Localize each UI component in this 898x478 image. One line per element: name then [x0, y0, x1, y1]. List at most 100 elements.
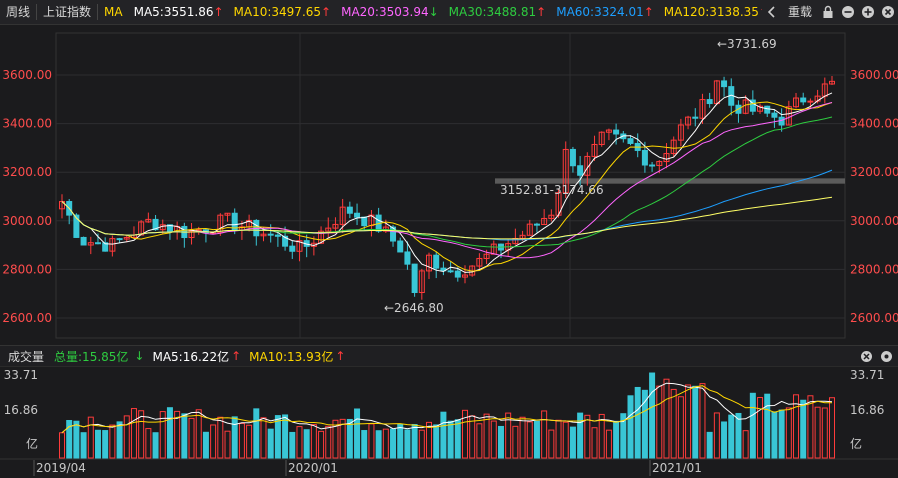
candle-body [526, 223, 533, 236]
volume-bar [512, 425, 519, 459]
date-label: 2021/01 [652, 461, 702, 475]
candle-body [296, 240, 303, 252]
volume-bar [598, 413, 605, 459]
candle-body [577, 165, 584, 176]
volume-bar [591, 427, 598, 459]
volume-bar [541, 410, 548, 459]
volume-bar [253, 408, 260, 459]
volume-bar [274, 415, 281, 459]
toolbar: 周线 上证指数 MA MA5:3551.86↑ MA10:3497.65↑ MA20… [0, 0, 898, 25]
volume-bar [382, 428, 389, 459]
candle-body [447, 270, 454, 273]
price-tick-label-left: 3400.00 [2, 117, 52, 131]
volume-bar [454, 419, 461, 459]
volume-bar [152, 432, 159, 459]
volume-bar [526, 421, 533, 459]
candle-body [418, 270, 425, 294]
candle-body [641, 149, 648, 166]
volume-ma10: MA10:13.93亿 [249, 349, 334, 364]
lock-icon[interactable] [820, 4, 836, 20]
price-tick-label-right: 3200.00 [850, 165, 898, 179]
chevron-left-icon[interactable] [764, 4, 780, 20]
candle-body [483, 253, 490, 259]
volume-total: 总量:15.85亿 [54, 349, 129, 364]
candle-body [260, 233, 267, 237]
volume-bar [490, 420, 497, 459]
volume-bar [231, 416, 238, 459]
volume-bar [749, 392, 756, 459]
candle-body [274, 234, 281, 237]
volume-bar [555, 419, 562, 459]
candle-body [325, 227, 332, 232]
candle-body [569, 148, 576, 167]
candle-body [217, 214, 224, 234]
price-tick-label-left: 3200.00 [2, 165, 52, 179]
ma-line [61, 101, 833, 272]
close-icon[interactable] [858, 348, 874, 364]
volume-bar [613, 420, 620, 459]
volume-bar [663, 378, 670, 459]
volume-bar [519, 416, 526, 459]
volume-bar [785, 407, 792, 459]
toolbar-divider [97, 4, 99, 20]
close-icon[interactable] [880, 4, 896, 20]
volume-bar [130, 408, 137, 459]
arrow-down-icon: ↓ [428, 5, 439, 19]
candle-body [116, 238, 123, 241]
zoom-in-icon[interactable] [860, 4, 876, 20]
volume-bar [641, 389, 648, 459]
volume-bar [318, 430, 325, 459]
price-panel-frame [55, 32, 846, 339]
volume-bar [742, 430, 749, 459]
period-button[interactable]: 周线 [6, 5, 31, 19]
volume-bar [202, 431, 209, 459]
volume-bar [656, 385, 663, 459]
volume-bar [418, 429, 425, 459]
candle-body [73, 214, 80, 238]
volume-bar [246, 424, 253, 459]
candle-body [670, 139, 677, 155]
volume-bar [735, 412, 742, 459]
volume-bar [102, 430, 109, 459]
candle-body [627, 138, 634, 144]
ma-line [61, 196, 833, 240]
reload-button[interactable]: 重载 [787, 5, 812, 19]
candle-body [699, 99, 706, 119]
volume-bar [800, 399, 807, 459]
volume-bar [339, 418, 346, 459]
volume-bar [821, 407, 828, 459]
candle-body [433, 254, 440, 269]
volume-tick-label-right: 亿 [850, 436, 862, 451]
candle-body [584, 155, 591, 176]
candle-body [692, 116, 699, 119]
volume-bar [533, 420, 540, 459]
ma-legend-item: MA30:3488.81↑ [448, 5, 547, 19]
settings-icon[interactable] [878, 348, 894, 364]
arrow-up-icon: ↑ [335, 349, 346, 363]
indicator-button[interactable]: MA [104, 5, 123, 19]
volume-bar [793, 394, 800, 459]
volume-bar [469, 415, 476, 459]
volume-bar [649, 372, 656, 459]
candle-body [346, 206, 353, 214]
arrow-up-icon: ↑ [231, 349, 242, 363]
ma-legend-item: MA20:3503.94↓ [341, 5, 439, 19]
index-name[interactable]: 上证指数 [43, 5, 92, 19]
volume-bar [757, 397, 764, 459]
volume-bar [159, 411, 166, 459]
volume-bar [685, 384, 692, 459]
candle-body [282, 235, 289, 247]
candle-body [123, 236, 130, 240]
candle-body [656, 161, 663, 166]
volume-bar [721, 421, 728, 459]
candle-body [613, 129, 620, 135]
volume-bar [699, 383, 706, 459]
volume-bar [181, 413, 188, 459]
volume-bar [296, 426, 303, 459]
volume-tick-label-right: 33.71 [850, 368, 884, 382]
zoom-out-icon[interactable] [840, 4, 856, 20]
volume-title: 成交量 [8, 349, 45, 364]
volume-bar [217, 416, 224, 459]
candle-body [591, 143, 598, 157]
